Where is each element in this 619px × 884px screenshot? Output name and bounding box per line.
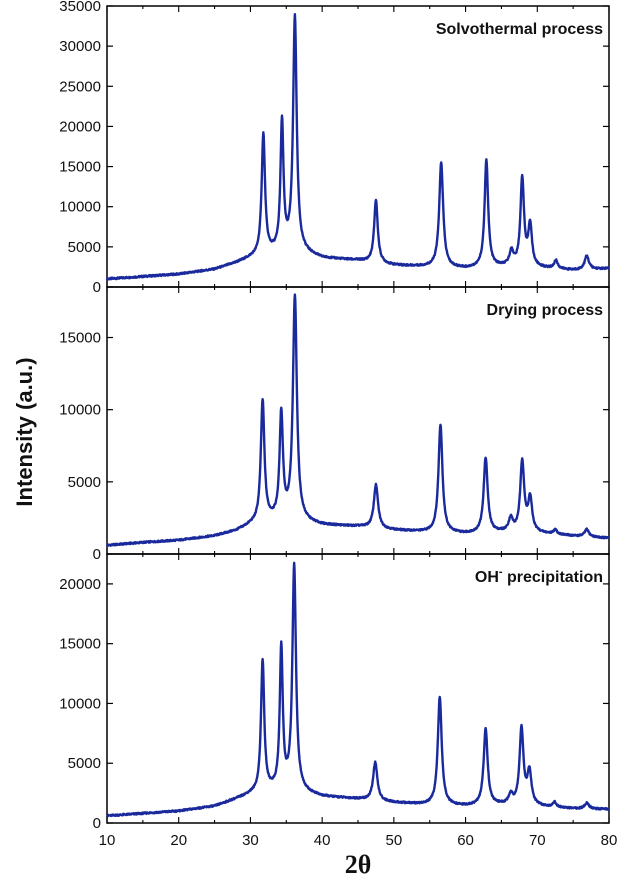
y-tick-label: 5000 (68, 239, 101, 256)
series-line (105, 12, 610, 281)
y-tick-label: 0 (93, 815, 101, 832)
y-tick-label: 0 (93, 279, 101, 296)
y-tick-label: 20000 (59, 118, 101, 135)
y-tick-label: 15000 (59, 159, 101, 176)
series-line (105, 293, 610, 547)
panel-title: OH- precipitation (475, 566, 603, 586)
x-tick-label: 50 (386, 832, 403, 849)
y-tick-label: 15000 (59, 330, 101, 347)
panel-title: Solvothermal process (436, 21, 603, 38)
x-axis-title: 2θ (345, 850, 372, 879)
y-axis-title: Intensity (a.u.) (12, 357, 37, 506)
panel-title: Drying process (487, 302, 604, 319)
y-tick-label: 5000 (68, 755, 101, 772)
panel-frame (106, 553, 610, 824)
y-tick-label: 35000 (59, 0, 101, 15)
x-tick-label: 10 (99, 832, 116, 849)
y-tick-label: 30000 (59, 38, 101, 55)
y-tick-label: 10000 (59, 695, 101, 712)
x-tick-label: 60 (457, 832, 474, 849)
x-tick-label: 30 (242, 832, 259, 849)
y-tick-label: 5000 (68, 474, 101, 491)
series-line (106, 561, 610, 818)
x-tick-label: 20 (170, 832, 187, 849)
y-tick-label: 25000 (59, 78, 101, 95)
x-tick-label: 80 (601, 832, 618, 849)
y-tick-label: 10000 (59, 199, 101, 216)
x-tick-label: 70 (529, 832, 546, 849)
y-tick-label: 10000 (59, 402, 101, 419)
y-tick-label: 0 (93, 546, 101, 563)
x-tick-label: 40 (314, 832, 331, 849)
y-tick-label: 15000 (59, 636, 101, 653)
y-tick-label: 20000 (59, 576, 101, 593)
